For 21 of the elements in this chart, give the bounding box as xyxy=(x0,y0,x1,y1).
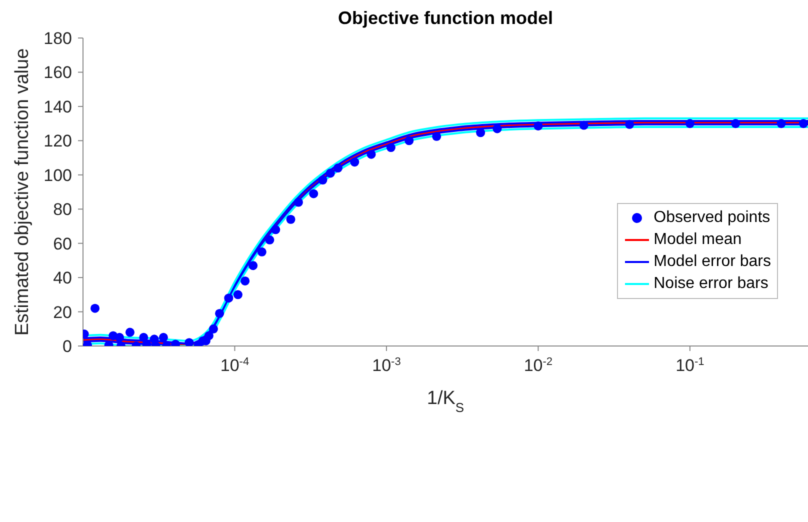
y-tick-label: 180 xyxy=(44,29,72,48)
legend-label: Noise error bars xyxy=(654,274,768,294)
y-tick-label: 0 xyxy=(62,337,72,356)
y-tick-label: 40 xyxy=(53,268,72,288)
y-tick-label: 60 xyxy=(53,234,72,254)
legend-label: Model error bars xyxy=(654,252,771,272)
y-tick-label: 20 xyxy=(53,302,72,322)
legend-label: Observed points xyxy=(654,208,770,228)
x-axis-title: 1/K$_{S}$ xyxy=(426,388,464,414)
y-tick-label: 80 xyxy=(53,200,72,220)
legend-label: Model mean xyxy=(654,230,742,250)
x-tick-label: 10$^{-2}$ xyxy=(524,356,553,375)
y-tick-label: 120 xyxy=(44,132,72,151)
x-tick-label: 10$^{-3}$ xyxy=(372,356,401,375)
x-tick-label: 10$^{-1}$ xyxy=(676,356,704,375)
y-tick-label: 140 xyxy=(44,97,72,116)
y-tick-label: 100 xyxy=(44,166,72,185)
y-tick-label: 160 xyxy=(44,63,72,82)
x-tick-label: 10$^{-4}$ xyxy=(220,356,250,375)
chart-title: Objective function model xyxy=(336,8,554,29)
y-axis-title: Estimated objective function value xyxy=(12,48,33,336)
